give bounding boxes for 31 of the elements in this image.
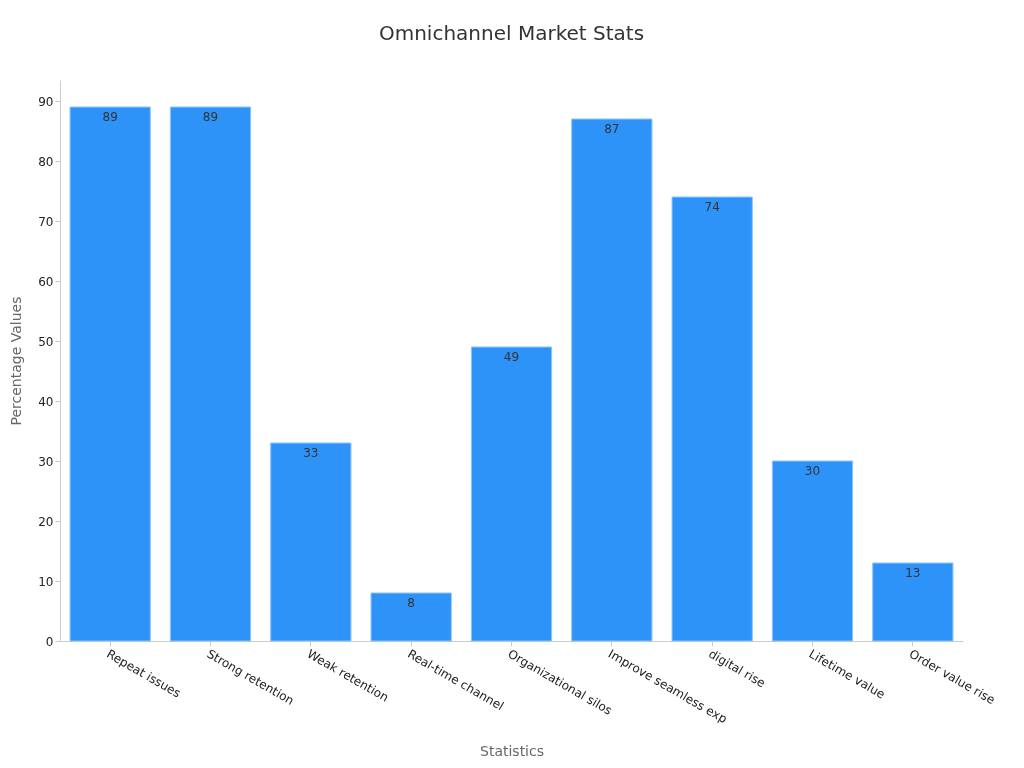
bar xyxy=(370,592,452,642)
y-tick-label: 60 xyxy=(38,274,54,289)
data-label: 33 xyxy=(303,446,319,460)
y-axis-title: Percentage Values xyxy=(8,296,25,426)
bar xyxy=(771,460,854,642)
data-label: 13 xyxy=(905,566,921,580)
bar xyxy=(671,196,753,642)
data-label: 87 xyxy=(604,122,620,136)
data-label: 89 xyxy=(102,110,118,124)
data-label: 30 xyxy=(804,464,821,478)
data-label: 8 xyxy=(407,596,415,610)
bar xyxy=(169,106,252,642)
y-tick-label: 30 xyxy=(38,454,54,469)
chart-title: Omnichannel Market Stats xyxy=(378,21,645,45)
y-tick-label: 20 xyxy=(38,514,54,529)
y-tick-label: 80 xyxy=(38,154,54,169)
y-tick-label: 90 xyxy=(38,94,54,109)
data-label: 74 xyxy=(704,200,720,214)
y-tick-label: 70 xyxy=(38,214,54,229)
x-axis-title: Statistics xyxy=(480,743,544,760)
bar xyxy=(571,118,653,642)
y-tick-label: 10 xyxy=(38,574,54,589)
bar xyxy=(69,106,151,642)
y-tick-label: 0 xyxy=(45,634,54,649)
data-label: 49 xyxy=(503,350,520,364)
bar xyxy=(470,346,553,642)
bar xyxy=(270,442,352,642)
data-label: 89 xyxy=(202,110,219,124)
bar xyxy=(872,562,954,642)
y-tick-label: 40 xyxy=(38,394,54,409)
y-tick-label: 50 xyxy=(38,334,54,349)
